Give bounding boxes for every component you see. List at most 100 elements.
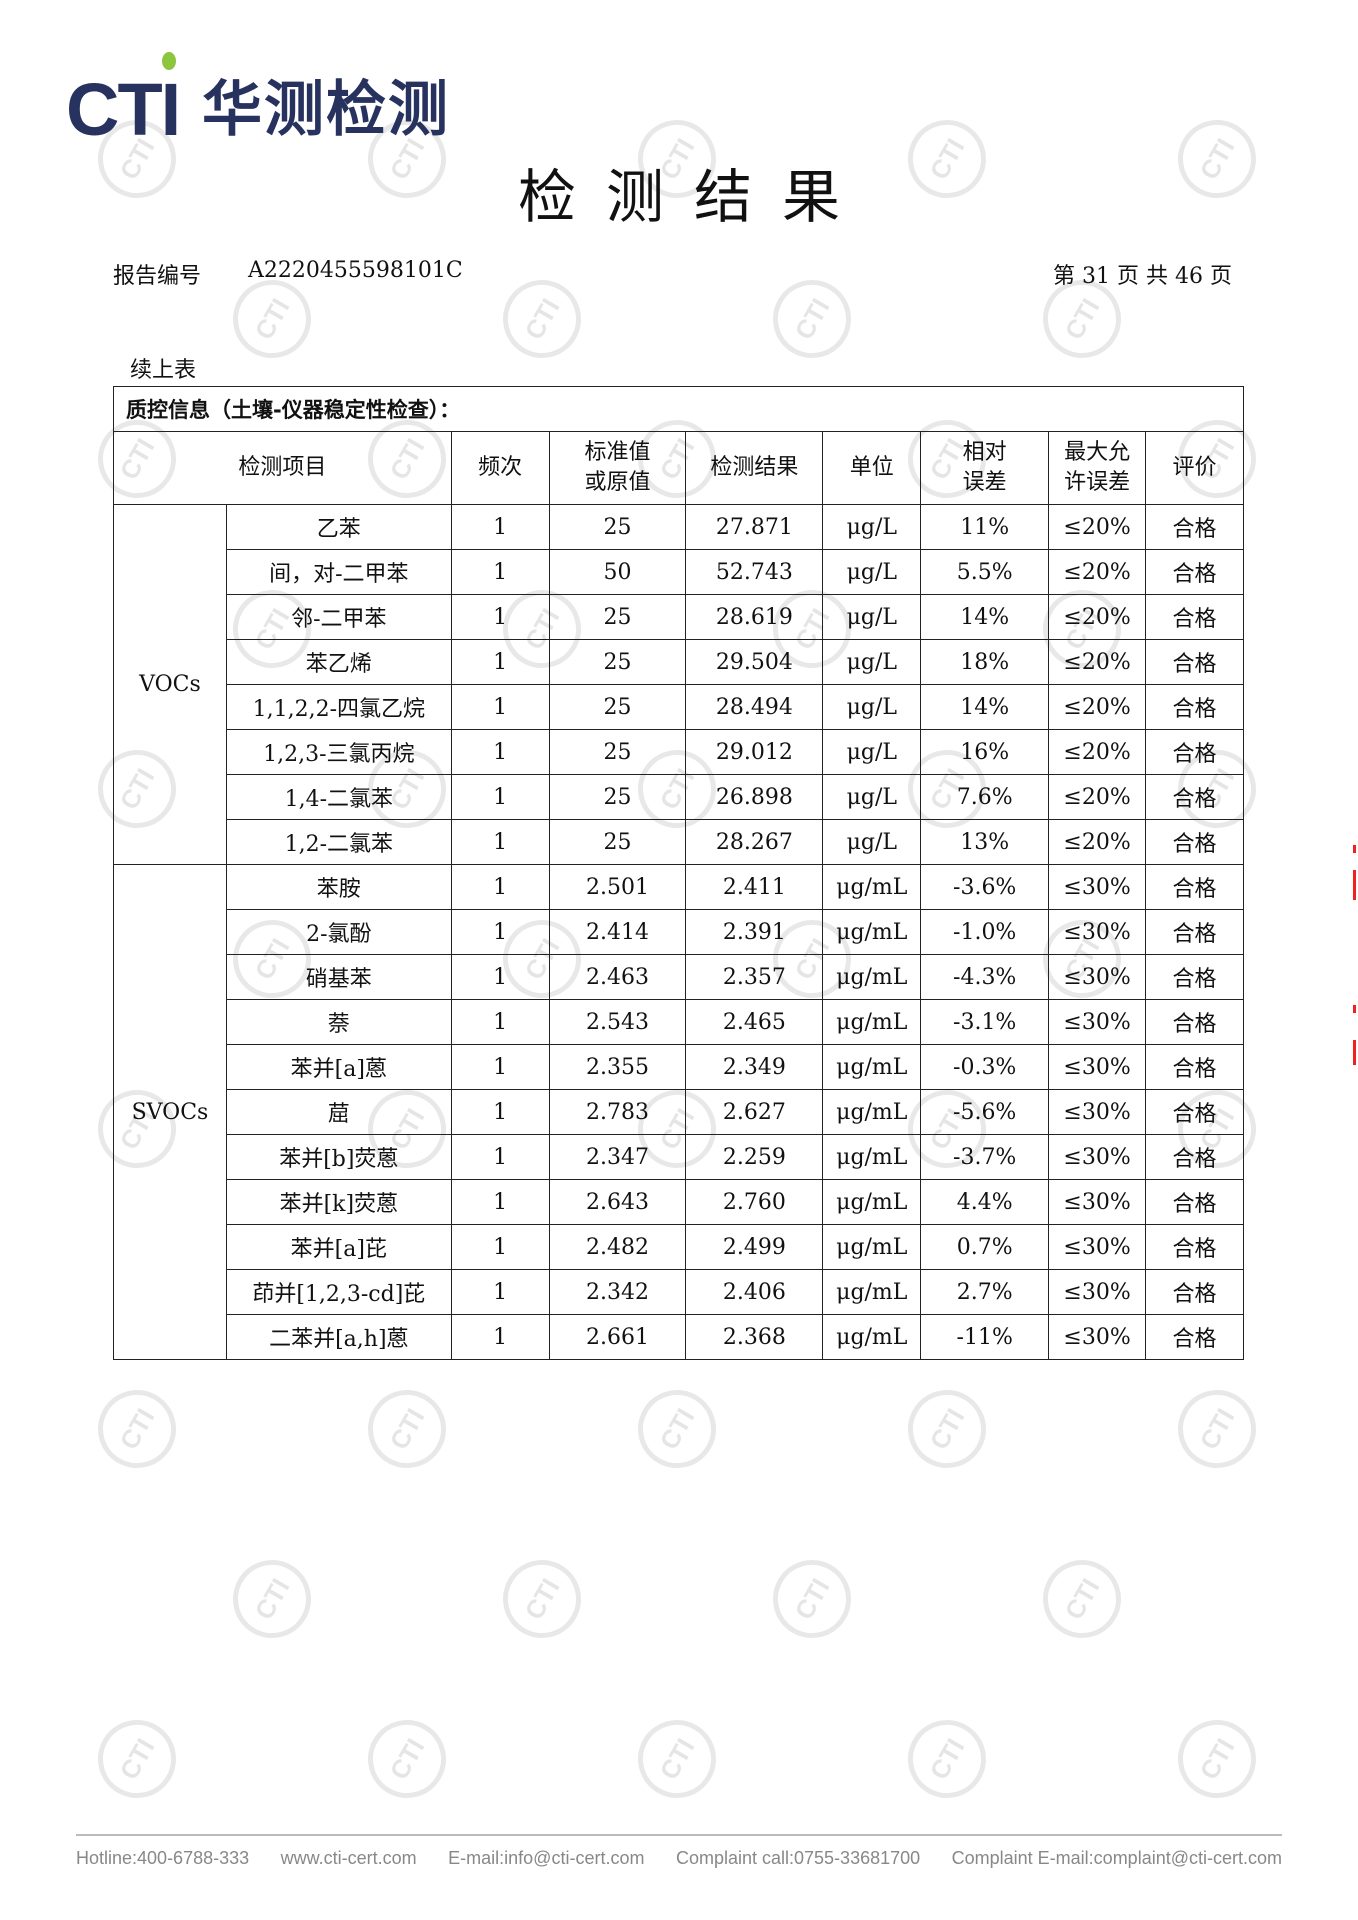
header-relative-error: 相对误差 xyxy=(920,431,1050,505)
qc-table: 质控信息（土壤-仪器稳定性检查）： 检测项目 频次 标准值 或原值 检测结果 单位… xyxy=(113,386,1244,1360)
cell-relative-error: -11% xyxy=(920,1314,1050,1360)
cell-max-error: ≤20% xyxy=(1048,819,1147,865)
cell-evaluation: 合格 xyxy=(1145,1044,1244,1090)
cell-result: 2.391 xyxy=(685,909,824,955)
edge-mark xyxy=(1353,870,1356,900)
table-row: 1,1,2,2-四氯乙烷 1 25 28.494 μg/L 14% ≤20% 合格 xyxy=(114,684,1244,730)
table-row: 硝基苯 1 2.463 2.357 μg/mL -4.3% ≤30% 合格 xyxy=(114,954,1244,1000)
table-row: SVOCs 苯胺 1 2.501 2.411 μg/mL -3.6% ≤30% 合格 xyxy=(113,864,1244,1360)
cell-item-name: 茚并[1,2,3-cd]芘 xyxy=(225,1269,452,1315)
cell-unit: μg/mL xyxy=(822,1134,922,1180)
cell-result: 2.406 xyxy=(685,1269,824,1315)
cell-item-name: 二苯并[a,h]蒽 xyxy=(225,1314,452,1360)
table-row: 苯乙烯 1 25 29.504 μg/L 18% ≤20% 合格 xyxy=(114,639,1244,685)
watermark-icon: CTI xyxy=(488,265,596,373)
watermark-icon: CTI xyxy=(1163,1375,1271,1483)
cell-relative-error: 14% xyxy=(920,684,1050,730)
cell-relative-error: 18% xyxy=(920,639,1050,685)
cell-result: 2.259 xyxy=(685,1134,824,1180)
cell-relative-error: 5.5% xyxy=(920,549,1050,595)
cell-result: 29.504 xyxy=(685,639,824,685)
cell-item-name: 1,2,3-三氯丙烷 xyxy=(225,729,452,775)
cell-result: 2.349 xyxy=(685,1044,824,1090)
cell-max-error: ≤20% xyxy=(1048,639,1147,685)
edge-mark xyxy=(1353,845,1356,853)
header-result: 检测结果 xyxy=(685,431,824,505)
cell-frequency: 1 xyxy=(450,594,550,640)
cell-result: 28.619 xyxy=(685,594,824,640)
cell-frequency: 1 xyxy=(450,504,550,550)
cell-max-error: ≤20% xyxy=(1048,684,1147,730)
cell-unit: μg/mL xyxy=(822,954,922,1000)
cell-item-name: 硝基苯 xyxy=(225,954,452,1000)
cell-evaluation: 合格 xyxy=(1145,1179,1244,1225)
footer: Hotline:400-6788-333 www.cti-cert.com E-… xyxy=(76,1848,1282,1869)
logo-latin: CTI xyxy=(66,68,181,151)
header-standard: 标准值 或原值 xyxy=(548,431,687,505)
cell-relative-error: -5.6% xyxy=(920,1089,1050,1135)
cell-evaluation: 合格 xyxy=(1145,1089,1244,1135)
cell-standard-value: 2.482 xyxy=(548,1224,687,1270)
cell-standard-value: 2.414 xyxy=(548,909,687,955)
header-standard-line2: 或原值 xyxy=(584,470,651,495)
table-row: 苯并[a]蒽 1 2.355 2.349 μg/mL -0.3% ≤30% 合格 xyxy=(114,1044,1244,1090)
cell-max-error: ≤30% xyxy=(1048,1179,1147,1225)
cell-standard-value: 25 xyxy=(548,639,687,685)
cell-max-error: ≤20% xyxy=(1048,774,1147,820)
cell-unit: μg/mL xyxy=(822,1044,922,1090)
cell-frequency: 1 xyxy=(450,549,550,595)
table-row: 苯并[a]芘 1 2.482 2.499 μg/mL 0.7% ≤30% 合格 xyxy=(114,1224,1244,1270)
watermark-icon: CTI xyxy=(1028,1545,1136,1653)
cell-frequency: 1 xyxy=(450,684,550,730)
cell-unit: μg/mL xyxy=(822,1224,922,1270)
cell-item-name: 苯胺 xyxy=(225,864,452,910)
cell-unit: μg/mL xyxy=(822,1269,922,1315)
group-label: VOCs xyxy=(113,504,227,865)
cell-evaluation: 合格 xyxy=(1145,774,1244,820)
footer-email: E-mail:info@cti-cert.com xyxy=(448,1848,645,1868)
cell-relative-error: 7.6% xyxy=(920,774,1050,820)
cell-frequency: 1 xyxy=(450,1134,550,1180)
cell-result: 29.012 xyxy=(685,729,824,775)
cell-result: 27.871 xyxy=(685,504,824,550)
watermark-icon: CTI xyxy=(353,1375,461,1483)
cell-standard-value: 25 xyxy=(548,774,687,820)
cell-evaluation: 合格 xyxy=(1145,729,1244,775)
cell-unit: μg/L xyxy=(822,504,922,550)
cell-max-error: ≤30% xyxy=(1048,864,1147,910)
cell-standard-value: 2.643 xyxy=(548,1179,687,1225)
edge-mark xyxy=(1353,1040,1356,1065)
continued-label: 续上表 xyxy=(130,358,197,383)
table-row: 1,4-二氯苯 1 25 26.898 μg/L 7.6% ≤20% 合格 xyxy=(114,774,1244,820)
cell-frequency: 1 xyxy=(450,1179,550,1225)
header-max-line2: 许误差 xyxy=(1064,470,1131,495)
cell-result: 2.499 xyxy=(685,1224,824,1270)
table-row: VOCs 乙苯 1 25 27.871 μg/L 11% ≤20% 合格 xyxy=(113,504,1244,865)
cell-evaluation: 合格 xyxy=(1145,684,1244,730)
watermark-icon: CTI xyxy=(83,1375,191,1483)
report-number: A2220455598101C xyxy=(248,258,463,283)
watermark-icon: CTI xyxy=(1163,1705,1271,1813)
cell-relative-error: 16% xyxy=(920,729,1050,775)
cell-item-name: 1,4-二氯苯 xyxy=(225,774,452,820)
cell-relative-error: -3.1% xyxy=(920,999,1050,1045)
cell-max-error: ≤20% xyxy=(1048,594,1147,640)
cell-frequency: 1 xyxy=(450,729,550,775)
cell-standard-value: 2.783 xyxy=(548,1089,687,1135)
cell-max-error: ≤30% xyxy=(1048,1314,1147,1360)
table-row: 间，对-二甲苯 1 50 52.743 μg/L 5.5% ≤20% 合格 xyxy=(114,549,1244,595)
cell-standard-value: 2.342 xyxy=(548,1269,687,1315)
watermark-icon: CTI xyxy=(893,1705,1001,1813)
cell-frequency: 1 xyxy=(450,819,550,865)
cell-max-error: ≤30% xyxy=(1048,909,1147,955)
cell-standard-value: 2.543 xyxy=(548,999,687,1045)
cell-unit: μg/mL xyxy=(822,1179,922,1225)
cell-relative-error: -4.3% xyxy=(920,954,1050,1000)
cell-item-name: 乙苯 xyxy=(225,504,452,550)
cell-evaluation: 合格 xyxy=(1145,504,1244,550)
footer-website: www.cti-cert.com xyxy=(280,1848,417,1868)
cell-unit: μg/L xyxy=(822,594,922,640)
cell-max-error: ≤20% xyxy=(1048,504,1147,550)
cell-unit: μg/mL xyxy=(822,1089,922,1135)
cell-standard-value: 50 xyxy=(548,549,687,595)
